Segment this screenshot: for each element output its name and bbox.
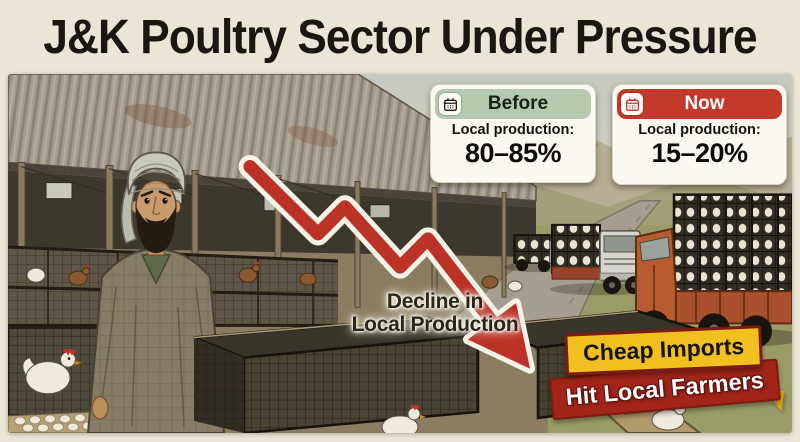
- before-card-header: Before: [435, 89, 591, 119]
- now-card-header: Now: [617, 89, 782, 119]
- now-value: 15–20%: [651, 137, 748, 168]
- farmer-illustration: [86, 151, 226, 433]
- hens: [26, 261, 317, 286]
- decline-annotation: Decline in Local Production: [346, 290, 524, 336]
- white-chicken: [22, 349, 84, 395]
- before-card-body: Local production: 80–85%: [431, 122, 595, 168]
- now-card-body: Local production: 15–20%: [613, 122, 786, 168]
- before-label: Before: [487, 93, 549, 114]
- decline-line2: Local Production: [351, 313, 519, 336]
- calendar-icon: [439, 93, 461, 115]
- before-field: Local production:: [451, 122, 575, 138]
- truck-medium: [550, 223, 650, 296]
- before-stat-card: Before Local production: 80–85%: [430, 84, 596, 183]
- before-value: 80–85%: [464, 137, 562, 168]
- decline-line1: Decline in: [386, 290, 484, 313]
- page-title: J&K Poultry Sector Under Pressure: [43, 10, 757, 64]
- now-label: Now: [684, 93, 725, 114]
- now-stat-card: Now Local production: 15–20%: [612, 84, 787, 185]
- cheap-imports-badge: Cheap Imports Hit Local Farmers: [548, 325, 800, 426]
- now-field: Local production:: [638, 122, 761, 138]
- calendar-icon: [621, 93, 643, 115]
- badge-line1: Cheap Imports: [564, 325, 763, 376]
- decline-arrow: [238, 154, 535, 374]
